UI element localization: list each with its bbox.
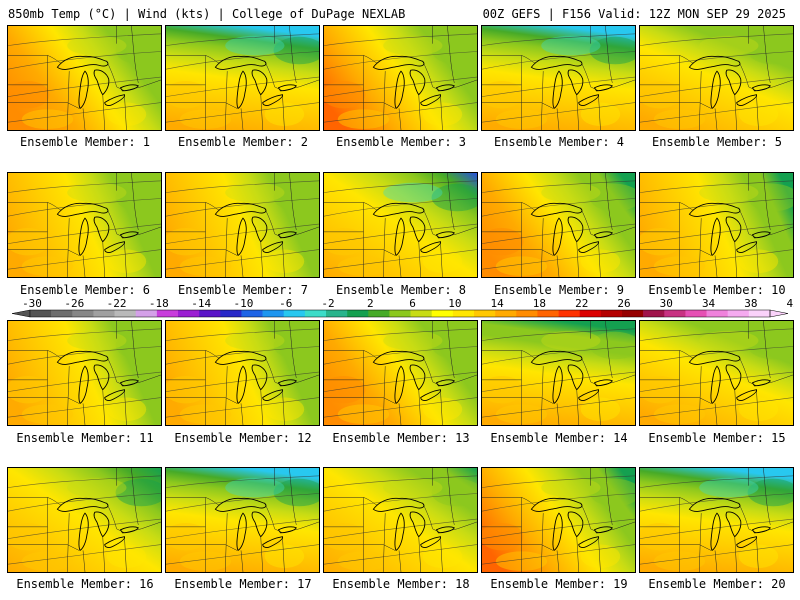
colorbar-arrow-low [11, 309, 31, 318]
colorbar-tick-label: 6 [409, 297, 416, 310]
colorbar-swatch [643, 310, 665, 317]
colorbar-tick-label: 22 [575, 297, 588, 310]
colorbar-swatch [30, 310, 52, 317]
ensemble-panel [323, 25, 478, 131]
colorbar-swatch [326, 310, 348, 317]
ensemble-member-label: Ensemble Member: 7 [177, 283, 309, 297]
colorbar-swatch [748, 310, 771, 317]
colorbar-swatch [558, 310, 581, 317]
ensemble-panel [7, 172, 162, 278]
colorbar-swatch [452, 310, 475, 317]
colorbar-swatch [389, 310, 411, 317]
colorbar-swatch [241, 310, 263, 317]
ensemble-member-label: Ensemble Member: 13 [332, 431, 470, 445]
colorbar-swatch [600, 310, 623, 317]
colorbar-tick-label: -2 [321, 297, 334, 310]
colorbar-swatch [622, 310, 644, 317]
colorbar-tick-label: -22 [107, 297, 127, 310]
ensemble-member-label: Ensemble Member: 6 [19, 283, 151, 297]
ensemble-member-label: Ensemble Member: 8 [335, 283, 467, 297]
ensemble-panel [481, 467, 636, 573]
colorbar-tick-label: 30 [660, 297, 673, 310]
ensemble-panel [481, 172, 636, 278]
colorbar-tick-label: 42 [787, 297, 794, 310]
ensemble-panel [165, 25, 320, 131]
chart-title: 850mb Temp (°C) | Wind (kts) | College o… [8, 7, 406, 21]
colorbar-tick-label: 34 [702, 297, 716, 310]
ensemble-member-label: Ensemble Member: 14 [490, 431, 628, 445]
ensemble-member-label: Ensemble Member: 16 [16, 577, 154, 591]
colorbar-swatch [579, 310, 602, 317]
ensemble-member-label: Ensemble Member: 5 [651, 135, 783, 149]
ensemble-member-label: Ensemble Member: 1 [19, 135, 151, 149]
ensemble-member-label: Ensemble Member: 11 [16, 431, 154, 445]
colorbar-tick-label: -6 [279, 297, 292, 310]
colorbar-swatch [114, 310, 137, 317]
colorbar-swatch [410, 310, 433, 317]
ensemble-panel [323, 172, 478, 278]
ensemble-member-label: Ensemble Member: 12 [174, 431, 312, 445]
colorbar-tick-label: 38 [744, 297, 757, 310]
colorbar-swatch [199, 310, 221, 317]
valid-time-label: 00Z GEFS | F156 Valid: 12Z MON SEP 29 20… [482, 7, 786, 21]
colorbar-swatch [156, 310, 179, 317]
colorbar-swatch [431, 310, 454, 317]
colorbar-swatch [727, 310, 750, 317]
colorbar-swatch [706, 310, 729, 317]
ensemble-panel [639, 467, 794, 573]
colorbar-tick-label: -26 [64, 297, 84, 310]
colorbar-swatch [685, 310, 707, 317]
colorbar-tick-label: -14 [191, 297, 211, 310]
ensemble-member-label: Ensemble Member: 17 [174, 577, 312, 591]
colorbar-swatch [178, 310, 200, 317]
colorbar-swatch [368, 310, 390, 317]
ensemble-member-label: Ensemble Member: 2 [177, 135, 309, 149]
colorbar-tick-label: -10 [233, 297, 253, 310]
colorbar-swatch [220, 310, 242, 317]
ensemble-panel [481, 25, 636, 131]
ensemble-member-label: Ensemble Member: 19 [490, 577, 628, 591]
colorbar-tick-label: 26 [617, 297, 630, 310]
ensemble-member-label: Ensemble Member: 18 [332, 577, 470, 591]
ensemble-panel [7, 467, 162, 573]
colorbar-swatch [135, 310, 158, 317]
ensemble-member-label: Ensemble Member: 4 [493, 135, 625, 149]
ensemble-panel [323, 467, 478, 573]
colorbar-swatch [51, 310, 73, 317]
ensemble-member-label: Ensemble Member: 9 [493, 283, 625, 297]
colorbar-swatch [72, 310, 94, 317]
colorbar-swatch [537, 310, 559, 317]
colorbar-swatch [347, 310, 369, 317]
colorbar-tick-label: 18 [533, 297, 546, 310]
ensemble-panel [7, 25, 162, 131]
ensemble-panel [165, 467, 320, 573]
ensemble-panel [323, 320, 478, 426]
colorbar-swatch [283, 310, 306, 317]
ensemble-panel [7, 320, 162, 426]
colorbar-swatch [93, 310, 115, 317]
colorbar-tick-label: 2 [367, 297, 374, 310]
colorbar-swatch [304, 310, 327, 317]
ensemble-panel [481, 320, 636, 426]
ensemble-panel [165, 172, 320, 278]
colorbar-swatch [474, 310, 496, 317]
colorbar-tick-label: -30 [22, 297, 42, 310]
colorbar-arrow-high [769, 309, 789, 318]
temperature-colorbar: -30 -26 -22 -18 -14 -10 -6 -2 2 6 10 14 18 22 26 30 34 38… [6, 297, 794, 321]
ensemble-member-label: Ensemble Member: 15 [648, 431, 786, 445]
colorbar-tick-label: 10 [448, 297, 461, 310]
ensemble-member-label: Ensemble Member: 3 [335, 135, 467, 149]
ensemble-panel [639, 25, 794, 131]
ensemble-member-label: Ensemble Member: 20 [648, 577, 786, 591]
ensemble-panel [639, 320, 794, 426]
colorbar-tick-label: 14 [491, 297, 505, 310]
colorbar-swatch [516, 310, 538, 317]
ensemble-panel [639, 172, 794, 278]
ensemble-panel [165, 320, 320, 426]
colorbar-tick-label: -18 [149, 297, 169, 310]
colorbar-swatch [664, 310, 686, 317]
colorbar-swatch [495, 310, 517, 317]
colorbar-swatch [262, 310, 285, 317]
ensemble-member-label: Ensemble Member: 10 [648, 283, 786, 297]
